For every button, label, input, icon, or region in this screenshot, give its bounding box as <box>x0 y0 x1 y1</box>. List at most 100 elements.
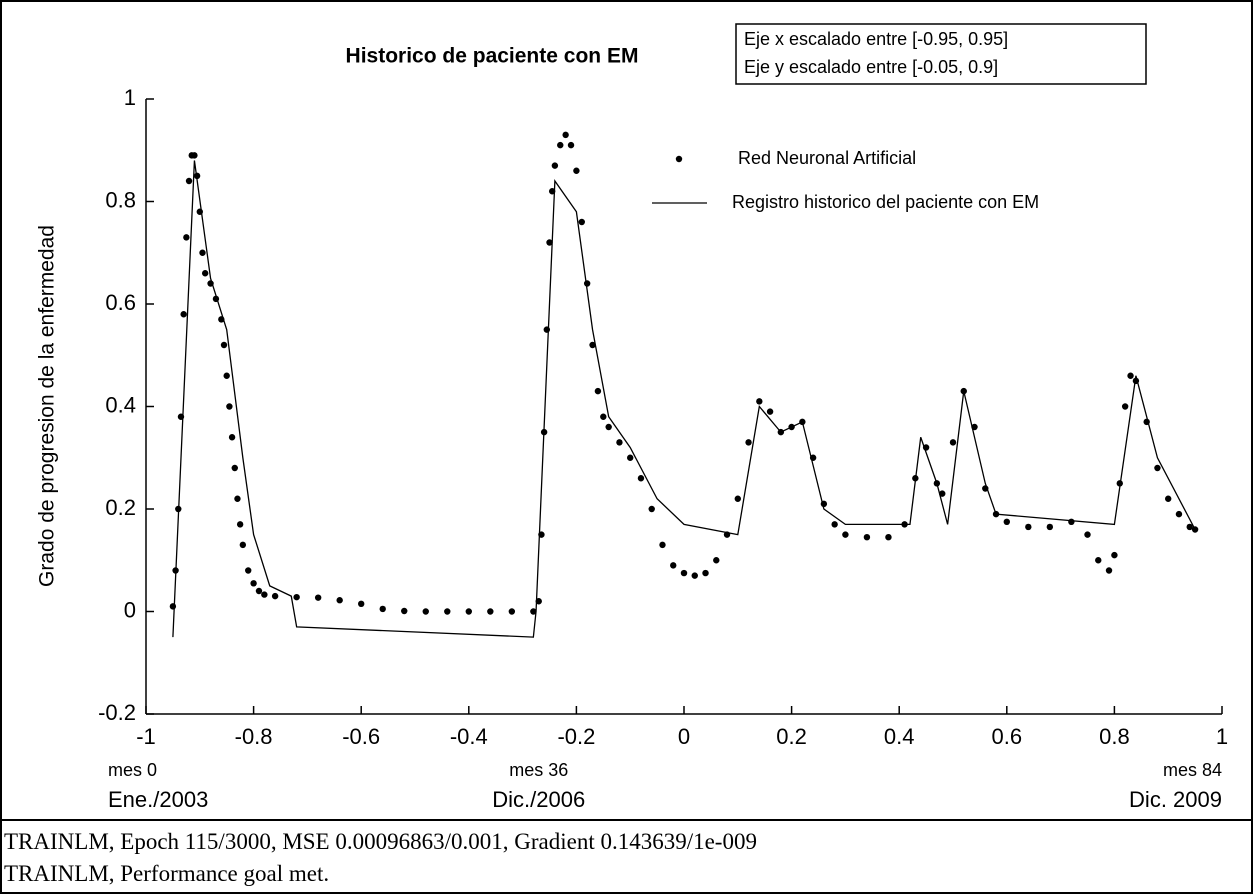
data-dot <box>271 592 279 600</box>
y-tick-label: 0 <box>124 597 136 622</box>
period-date: Dic./2006 <box>492 787 585 812</box>
data-dot <box>557 141 564 149</box>
y-tick-label: 0.6 <box>105 290 136 315</box>
data-dot <box>336 597 343 604</box>
data-dot <box>1165 495 1172 502</box>
data-dot <box>169 603 177 610</box>
data-dot <box>245 567 252 574</box>
x-tick-label: 0.8 <box>1099 724 1130 749</box>
data-dot <box>745 439 752 446</box>
x-tick-label: 0.4 <box>884 724 915 749</box>
data-dot <box>551 162 559 169</box>
data-dot <box>293 593 300 601</box>
data-dot <box>546 239 553 246</box>
status-line: TRAINLM, Epoch 115/3000, MSE 0.00096863/… <box>4 829 757 854</box>
data-dot <box>183 234 190 241</box>
chart-title: Historico de paciente con EM <box>346 45 639 68</box>
data-dot <box>1095 557 1102 564</box>
data-dot <box>487 608 494 615</box>
annotation-box <box>735 23 1147 85</box>
period-date: Ene./2003 <box>108 787 208 812</box>
data-dot <box>616 439 623 446</box>
data-dot <box>261 591 268 598</box>
x-tick-label: 0.2 <box>776 724 807 749</box>
data-dot <box>589 341 596 349</box>
data-dot <box>228 434 236 441</box>
data-dot <box>508 608 516 615</box>
period-month: mes 0 <box>108 760 157 780</box>
y-tick-label: 0.8 <box>105 187 136 212</box>
data-dot <box>605 423 612 431</box>
data-dot <box>627 454 634 461</box>
data-dot <box>185 177 193 185</box>
data-dot <box>250 580 257 587</box>
data-dot <box>1105 567 1113 574</box>
data-dot <box>1121 403 1129 410</box>
x-tick-label: -0.4 <box>450 724 488 749</box>
data-dot <box>842 531 849 538</box>
legend-label: Registro historico del paciente con EM <box>732 192 1039 212</box>
data-dot <box>1025 523 1032 531</box>
legend-symbol <box>675 155 683 163</box>
data-dot <box>713 557 720 564</box>
data-dot <box>637 475 645 482</box>
x-tick-label: 1 <box>1216 724 1228 749</box>
data-dot <box>734 495 741 502</box>
data-dot <box>756 398 763 405</box>
x-tick-label: -0.6 <box>342 724 380 749</box>
data-dot <box>1003 518 1010 526</box>
data-dot <box>680 569 688 577</box>
data-dot <box>379 605 386 613</box>
data-dot <box>1111 551 1118 559</box>
data-dot <box>1191 526 1199 533</box>
annotation: Eje y escalado entre [-0.05, 0.9] <box>744 57 998 77</box>
data-dot <box>562 131 569 139</box>
data-dot <box>1175 510 1183 518</box>
data-line <box>172 160 1196 638</box>
data-dot <box>314 594 322 601</box>
data-dot <box>573 167 580 174</box>
data-dot <box>670 562 677 569</box>
data-dot <box>567 141 575 149</box>
data-dot <box>191 152 198 159</box>
data-dot <box>766 408 774 415</box>
data-dot <box>885 533 892 541</box>
x-tick-label: 0.6 <box>992 724 1023 749</box>
data-dot <box>659 541 666 549</box>
data-dot <box>1084 531 1091 538</box>
data-dot <box>691 572 698 579</box>
data-dot <box>863 533 871 541</box>
data-dot <box>199 249 206 256</box>
data-dot <box>1186 523 1193 531</box>
data-dot <box>236 521 244 528</box>
y-tick-label: 0.4 <box>105 392 136 417</box>
data-dot <box>234 495 241 502</box>
data-dot <box>255 587 263 595</box>
legend-label: Red Neuronal Artificial <box>738 148 916 168</box>
data-dot <box>600 413 607 420</box>
x-tick-label: -0.8 <box>235 724 273 749</box>
data-dot <box>648 505 655 513</box>
period-month: mes 36 <box>509 760 568 780</box>
data-dot <box>702 569 709 577</box>
y-tick-label: 1 <box>124 85 136 110</box>
data-dot <box>1046 523 1054 531</box>
data-dot <box>180 311 187 318</box>
data-dot <box>239 541 247 549</box>
data-dot <box>1068 518 1075 526</box>
data-dot <box>201 270 209 277</box>
data-dot <box>1154 464 1161 472</box>
annotation: Eje x escalado entre [-0.95, 0.95] <box>744 29 1008 49</box>
data-dot <box>949 439 957 446</box>
data-dot <box>594 387 602 395</box>
y-tick-label: -0.2 <box>98 700 136 725</box>
x-tick-label: -1 <box>136 724 156 749</box>
period-month: mes 84 <box>1163 760 1222 780</box>
data-dot <box>465 608 472 615</box>
data-dot <box>223 372 230 379</box>
data-dot <box>358 600 365 608</box>
data-dot <box>226 403 233 410</box>
